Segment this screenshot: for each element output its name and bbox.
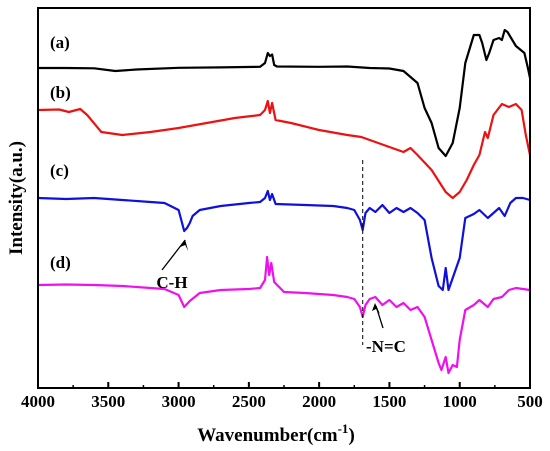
x-tick-label: 2000 bbox=[302, 392, 336, 411]
n-c-arrowhead bbox=[372, 303, 380, 314]
series-line-3 bbox=[37, 189, 531, 292]
y-axis-title: Intensity(a.u.) bbox=[6, 141, 27, 255]
series-group bbox=[37, 28, 532, 375]
c-h-arrowhead bbox=[180, 240, 189, 251]
panel-label: (a) bbox=[50, 33, 70, 52]
plot-frame bbox=[37, 7, 531, 389]
axis-frame bbox=[37, 7, 531, 389]
x-tick-label: 1500 bbox=[372, 392, 406, 411]
n-c-label: -N=C bbox=[366, 337, 406, 356]
panel-labels: (a) (b) (c) (d) bbox=[50, 33, 71, 272]
x-tick-label: 4000 bbox=[21, 392, 55, 411]
x-tick-label: 500 bbox=[517, 392, 543, 411]
x-tick-label: 1000 bbox=[443, 392, 477, 411]
x-tick-label: 3000 bbox=[162, 392, 196, 411]
series-line-1 bbox=[38, 28, 532, 158]
x-axis-ticks: 4000 3500 3000 2500 2000 1500 1000 500 bbox=[21, 382, 543, 411]
x-axis-title-sup: -1 bbox=[338, 421, 349, 436]
c-h-arrow bbox=[161, 239, 186, 271]
x-axis-title-main: Wavenumber(cm bbox=[197, 425, 338, 446]
series-line-2 bbox=[37, 99, 532, 200]
x-tick-label: 3500 bbox=[91, 392, 125, 411]
annotations: C-H -N=C bbox=[156, 160, 406, 356]
x-tick-label: 2500 bbox=[232, 392, 266, 411]
series-line-4 bbox=[37, 255, 531, 375]
panel-label: (c) bbox=[50, 161, 69, 180]
c-h-label: C-H bbox=[156, 273, 187, 292]
panel-label: (d) bbox=[50, 253, 71, 272]
x-axis-title: Wavenumber(cm-1) bbox=[197, 421, 355, 446]
panel-label: (b) bbox=[50, 83, 71, 102]
x-axis-title-close: ) bbox=[348, 425, 354, 446]
